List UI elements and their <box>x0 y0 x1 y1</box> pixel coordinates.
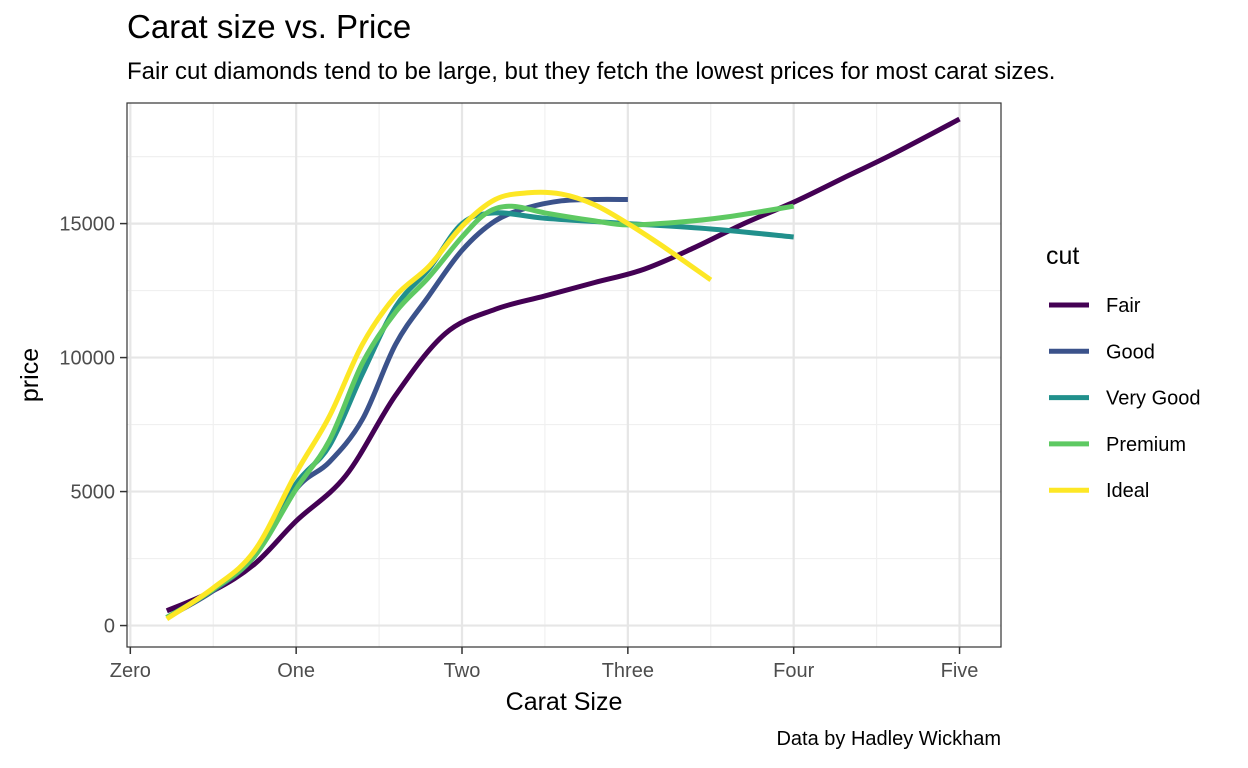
x-tick-label: Zero <box>110 660 151 682</box>
legend-title: cut <box>1046 242 1079 270</box>
x-tick-label: One <box>277 660 315 682</box>
y-tick-label: 0 <box>104 616 115 638</box>
grid <box>127 103 1001 647</box>
x-tick-label: Four <box>773 660 814 682</box>
chart-caption: Data by Hadley Wickham <box>776 728 1001 750</box>
legend-label-good: Good <box>1106 341 1155 363</box>
series-line-premium <box>165 203 795 620</box>
y-axis-title: price <box>16 348 44 402</box>
legend-label-ideal: Ideal <box>1106 480 1149 502</box>
axes: Zero One Two Three Four Five 0 5000 10000 15000 <box>59 214 978 682</box>
x-tick-label: Three <box>602 660 654 682</box>
series-lines <box>165 116 961 621</box>
x-tick-label: Two <box>444 660 481 682</box>
y-tick-label: 15000 <box>59 214 115 236</box>
legend-label-fair: Fair <box>1106 295 1141 317</box>
chart-subtitle: Fair cut diamonds tend to be large, but … <box>127 58 1056 85</box>
series-line-ideal <box>165 189 713 621</box>
series-line-fair <box>165 116 961 614</box>
legend-label-premium: Premium <box>1106 434 1186 456</box>
chart-title: Carat size vs. Price <box>127 8 412 45</box>
y-tick-label: 5000 <box>71 482 116 504</box>
x-axis-title: Carat Size <box>506 688 623 716</box>
panel-background <box>127 103 1001 647</box>
x-tick-label: Five <box>941 660 979 682</box>
panel-border <box>126 102 1002 648</box>
y-tick-label: 10000 <box>59 348 115 370</box>
legend: cut Fair Good Very Good Premium Ideal <box>1046 242 1201 502</box>
legend-label-very-good: Very Good <box>1106 388 1201 410</box>
